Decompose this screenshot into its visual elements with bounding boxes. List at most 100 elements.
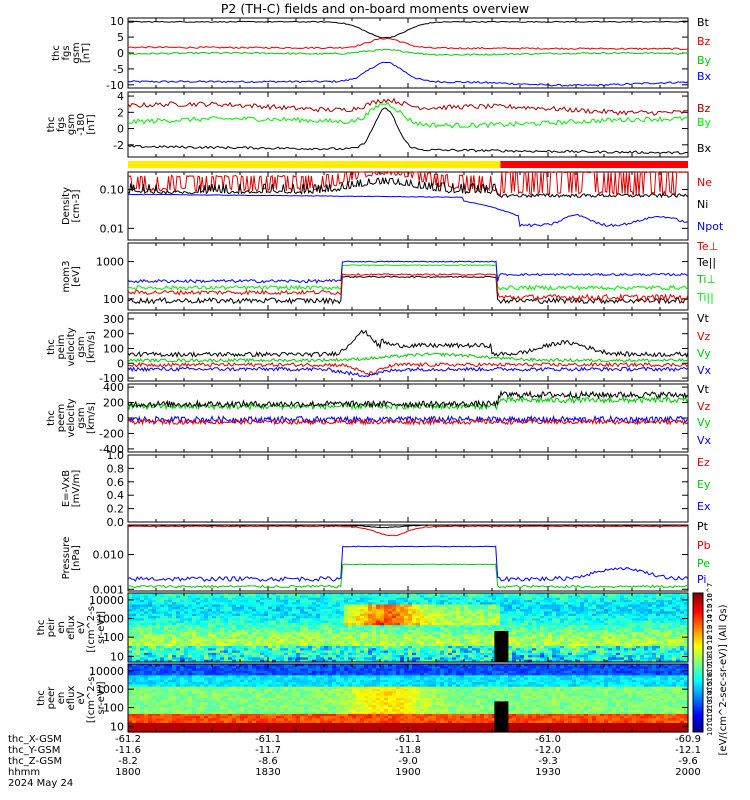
spectro-cell	[612, 632, 617, 635]
spectro-cell	[684, 641, 689, 645]
spectro-cell	[636, 659, 641, 663]
spectro-cell	[128, 668, 133, 672]
spectro-cell	[408, 639, 413, 642]
spectro-cell	[364, 597, 369, 601]
spectro-cell	[220, 602, 225, 606]
spectro-cell	[544, 657, 549, 661]
spectro-cell	[268, 641, 273, 645]
spectro-cell	[512, 659, 517, 663]
spectro-cell	[256, 625, 261, 629]
spectro-cell	[260, 639, 265, 642]
spectro-cell	[228, 597, 233, 601]
spectro-cell	[616, 593, 621, 596]
spectro-cell	[384, 645, 389, 649]
spectro-cell	[624, 652, 629, 656]
spectro-cell	[516, 602, 521, 606]
spectro-cell	[568, 620, 573, 624]
spectro-cell	[160, 611, 165, 615]
spectro-cell	[136, 670, 141, 674]
spectro-cell	[648, 639, 653, 642]
spectro-cell	[244, 597, 249, 601]
spectro-cell	[632, 645, 637, 649]
spectro-cell	[308, 595, 313, 599]
spectro-cell	[652, 629, 657, 633]
spectro-cell	[424, 634, 429, 638]
spectro-cell	[412, 625, 417, 629]
spectro-cell	[436, 639, 441, 642]
spectro-cell	[156, 664, 161, 667]
spectro-cell	[616, 606, 621, 610]
spectro-cell	[144, 713, 149, 717]
spectro-cell	[532, 657, 537, 661]
spectro-cell	[284, 636, 289, 640]
spectro-cell	[200, 606, 205, 610]
spectro-cell	[172, 652, 177, 656]
spectro-cell	[628, 629, 633, 633]
spectro-cell	[360, 595, 365, 599]
spectro-cell	[172, 597, 177, 601]
spectro-cell	[612, 599, 617, 603]
spectro-cell	[128, 622, 133, 626]
spectro-cell	[172, 613, 177, 617]
spectro-cell	[288, 604, 293, 608]
spectro-cell	[140, 597, 145, 601]
spectro-cell	[608, 641, 613, 645]
spectro-cell	[240, 606, 245, 610]
spectro-cell	[464, 597, 469, 601]
spectro-cell	[380, 634, 385, 638]
spectro-cell	[216, 606, 221, 610]
spectro-cell	[312, 613, 317, 617]
spectro-cell	[608, 639, 613, 642]
spectro-cell	[668, 597, 673, 601]
spectro-cell	[240, 616, 245, 619]
spectro-cell	[480, 595, 485, 599]
spectro-cell	[340, 645, 345, 649]
spectro-cell	[136, 650, 141, 654]
spectro-cell	[132, 675, 137, 679]
spectro-cell	[176, 636, 181, 640]
spectro-cell	[388, 652, 393, 656]
spectro-cell	[128, 682, 133, 685]
spectro-cell	[652, 641, 657, 645]
spectro-cell	[512, 599, 517, 603]
spectro-cell	[256, 632, 261, 635]
spectro-cell	[204, 632, 209, 635]
spectro-cell	[228, 655, 233, 658]
spectro-cell	[516, 657, 521, 661]
spectro-cell	[288, 659, 293, 663]
spectro-cell	[544, 599, 549, 603]
spectro-cell	[668, 611, 673, 615]
spectro-cell	[348, 616, 353, 619]
spectro-cell	[512, 602, 517, 606]
spectro-cell	[292, 639, 297, 642]
spectro-cell	[432, 613, 437, 617]
spectro-cell	[460, 634, 465, 638]
spectro-cell	[340, 632, 345, 635]
spectro-cell	[208, 634, 213, 638]
spectro-cell	[336, 622, 341, 626]
spectro-cell	[420, 602, 425, 606]
spectro-cell	[520, 597, 525, 601]
spectro-cell	[492, 643, 497, 647]
spectro-cell	[296, 641, 301, 645]
spectro-cell	[280, 636, 285, 640]
spectro-cell	[268, 618, 273, 622]
spectro-cell	[596, 599, 601, 603]
spectro-cell	[232, 609, 237, 612]
spectro-cell	[128, 648, 133, 652]
spectro-cell	[612, 604, 617, 608]
spectro-cell	[576, 616, 581, 619]
spectro-cell	[136, 629, 141, 633]
spectro-cell	[332, 655, 337, 658]
spectro-cell	[148, 684, 153, 688]
spectro-cell	[192, 657, 197, 661]
spectro-cell	[612, 602, 617, 606]
spectro-cell	[392, 599, 397, 603]
spectro-cell	[160, 645, 165, 649]
spectro-cell	[576, 645, 581, 649]
spectro-cell	[236, 609, 241, 612]
spectro-cell	[460, 629, 465, 633]
mode-bar-fast	[500, 161, 688, 168]
spectro-cell	[508, 611, 513, 615]
spectro-cell	[132, 622, 137, 626]
